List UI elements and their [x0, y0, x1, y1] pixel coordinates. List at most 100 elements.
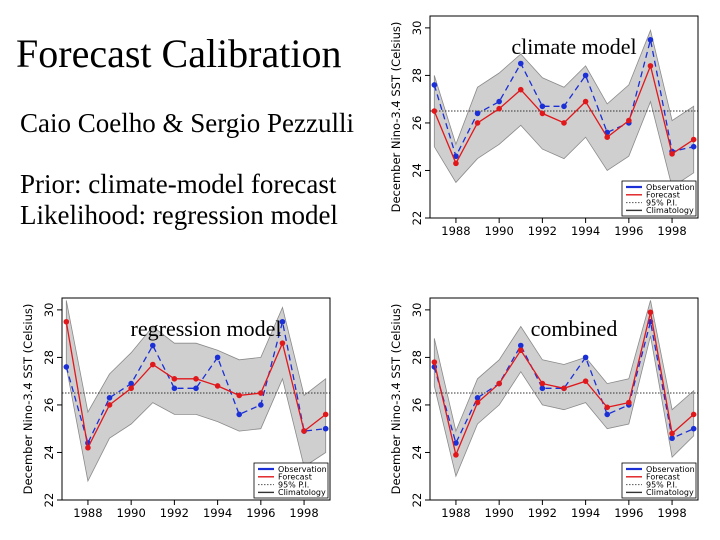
observation-point: [63, 364, 70, 370]
x-tick-label: 1996: [614, 506, 643, 518]
forecast-point: [690, 411, 697, 418]
forecast-point: [626, 117, 632, 124]
y-tick-label: 28: [410, 350, 424, 365]
legend-entry: Forecast: [278, 473, 312, 482]
forecast-point: [149, 361, 156, 368]
legend-entry: Observation: [646, 465, 695, 474]
observation-point: [431, 82, 438, 88]
observation-point: [561, 103, 567, 110]
observation-point: [604, 411, 611, 418]
legend-entry: Climatology: [278, 488, 326, 497]
observation-point: [539, 385, 546, 392]
forecast-point: [496, 105, 502, 112]
y-axis-label: December Nino-3.4 SST (Celsius): [389, 22, 403, 213]
forecast-point: [474, 399, 481, 406]
y-tick-label: 22: [42, 493, 56, 508]
observation-point: [539, 103, 546, 110]
x-tick-label: 1990: [485, 224, 514, 236]
panel-title: combined: [531, 316, 618, 341]
x-tick-label: 1998: [657, 506, 686, 518]
x-tick-label: 1990: [485, 506, 514, 518]
chart-panel-climate-model: 1988 1990 1992 1994 1996 1998 22 24 26 28 30 Decemb…: [386, 6, 706, 236]
y-tick-label: 26: [410, 116, 424, 131]
forecast-point: [517, 347, 524, 354]
chart-panel-combined: 1988 1990 1992 1994 1996 1998 22 24 26 28 30 Decemb…: [386, 288, 706, 518]
forecast-point: [604, 404, 611, 411]
forecast-point: [431, 108, 438, 114]
observation-point: [453, 153, 459, 160]
forecast-point: [322, 411, 329, 418]
x-tick-label: 1996: [614, 224, 643, 236]
forecast-point: [236, 392, 243, 399]
forecast-point: [128, 385, 134, 392]
x-tick-label: 1992: [528, 506, 557, 518]
observation-point: [258, 402, 264, 408]
observation-point: [582, 72, 589, 79]
legend-entry: Climatology: [646, 206, 694, 215]
observation-point: [582, 354, 589, 361]
observation-point: [517, 60, 524, 67]
forecast-point: [214, 383, 221, 389]
y-tick-label: 24: [410, 445, 424, 460]
legend-entry: Forecast: [646, 191, 680, 200]
chart-svg: 1988 1990 1992 1994 1996 1998 22 24 26 28 30 Decemb…: [389, 297, 699, 518]
legend-entry: 95% P.I.: [646, 480, 677, 489]
forecast-point: [647, 63, 654, 69]
y-tick-label: 24: [410, 163, 424, 178]
y-axis-label: December Nino-3.4 SST (Celsius): [21, 304, 35, 495]
forecast-point: [539, 110, 546, 117]
x-tick-label: 1998: [657, 224, 686, 236]
forecast-point: [496, 380, 502, 387]
plot-frame: [429, 15, 699, 219]
y-tick-label: 26: [42, 398, 56, 413]
chart-panel-regression-model: 1988 1990 1992 1994 1996 1998 22 24 26 28 30 Decemb…: [18, 288, 338, 518]
forecast-point: [647, 309, 654, 316]
slide-authors: Caio Coelho & Sergio Pezzulli: [20, 108, 354, 138]
legend-entry: Observation: [278, 465, 327, 474]
forecast-point: [63, 318, 70, 325]
observation-point: [669, 435, 675, 442]
observation-point: [279, 318, 286, 325]
x-tick-label: 1988: [441, 224, 470, 236]
y-tick-label: 22: [410, 493, 424, 508]
x-tick-label: 1994: [571, 224, 600, 236]
observation-point: [474, 395, 481, 401]
observation-point: [149, 342, 156, 349]
observation-point: [128, 380, 134, 387]
slide-title: Forecast Calibration: [16, 31, 342, 76]
forecast-point: [258, 390, 264, 396]
panel-title: regression model: [131, 316, 282, 341]
y-axis-label: December Nino-3.4 SST (Celsius): [389, 304, 403, 495]
forecast-point: [171, 376, 178, 382]
x-tick-label: 1992: [528, 224, 557, 236]
y-tick-label: 28: [410, 68, 424, 83]
forecast-point: [193, 376, 199, 382]
forecast-point: [582, 98, 589, 105]
forecast-point: [453, 452, 459, 458]
legend-entry: Climatology: [646, 488, 694, 497]
y-tick-label: 30: [42, 303, 56, 318]
forecast-point: [431, 359, 438, 365]
observation-point: [193, 385, 199, 392]
forecast-point: [626, 399, 632, 406]
observation-point: [171, 385, 178, 392]
chart-svg: 1988 1990 1992 1994 1996 1998 22 24 26 28 30 Decemb…: [389, 15, 699, 236]
likelihood-line: Likelihood: regression model: [20, 200, 338, 230]
forecast-point: [85, 444, 91, 451]
forecast-point: [279, 340, 286, 346]
observation-point: [474, 110, 481, 117]
observation-point: [322, 425, 329, 432]
forecast-point: [561, 385, 567, 392]
legend-entry: Forecast: [646, 473, 680, 482]
forecast-point: [106, 402, 113, 408]
x-tick-label: 1994: [571, 506, 600, 518]
y-tick-label: 26: [410, 398, 424, 413]
y-tick-label: 30: [410, 21, 424, 36]
observation-point: [453, 440, 459, 446]
observation-point: [214, 354, 221, 361]
plot-frame: [429, 297, 699, 501]
x-tick-label: 1988: [73, 506, 102, 518]
legend-entry: 95% P.I.: [646, 198, 677, 207]
observation-point: [496, 98, 502, 105]
